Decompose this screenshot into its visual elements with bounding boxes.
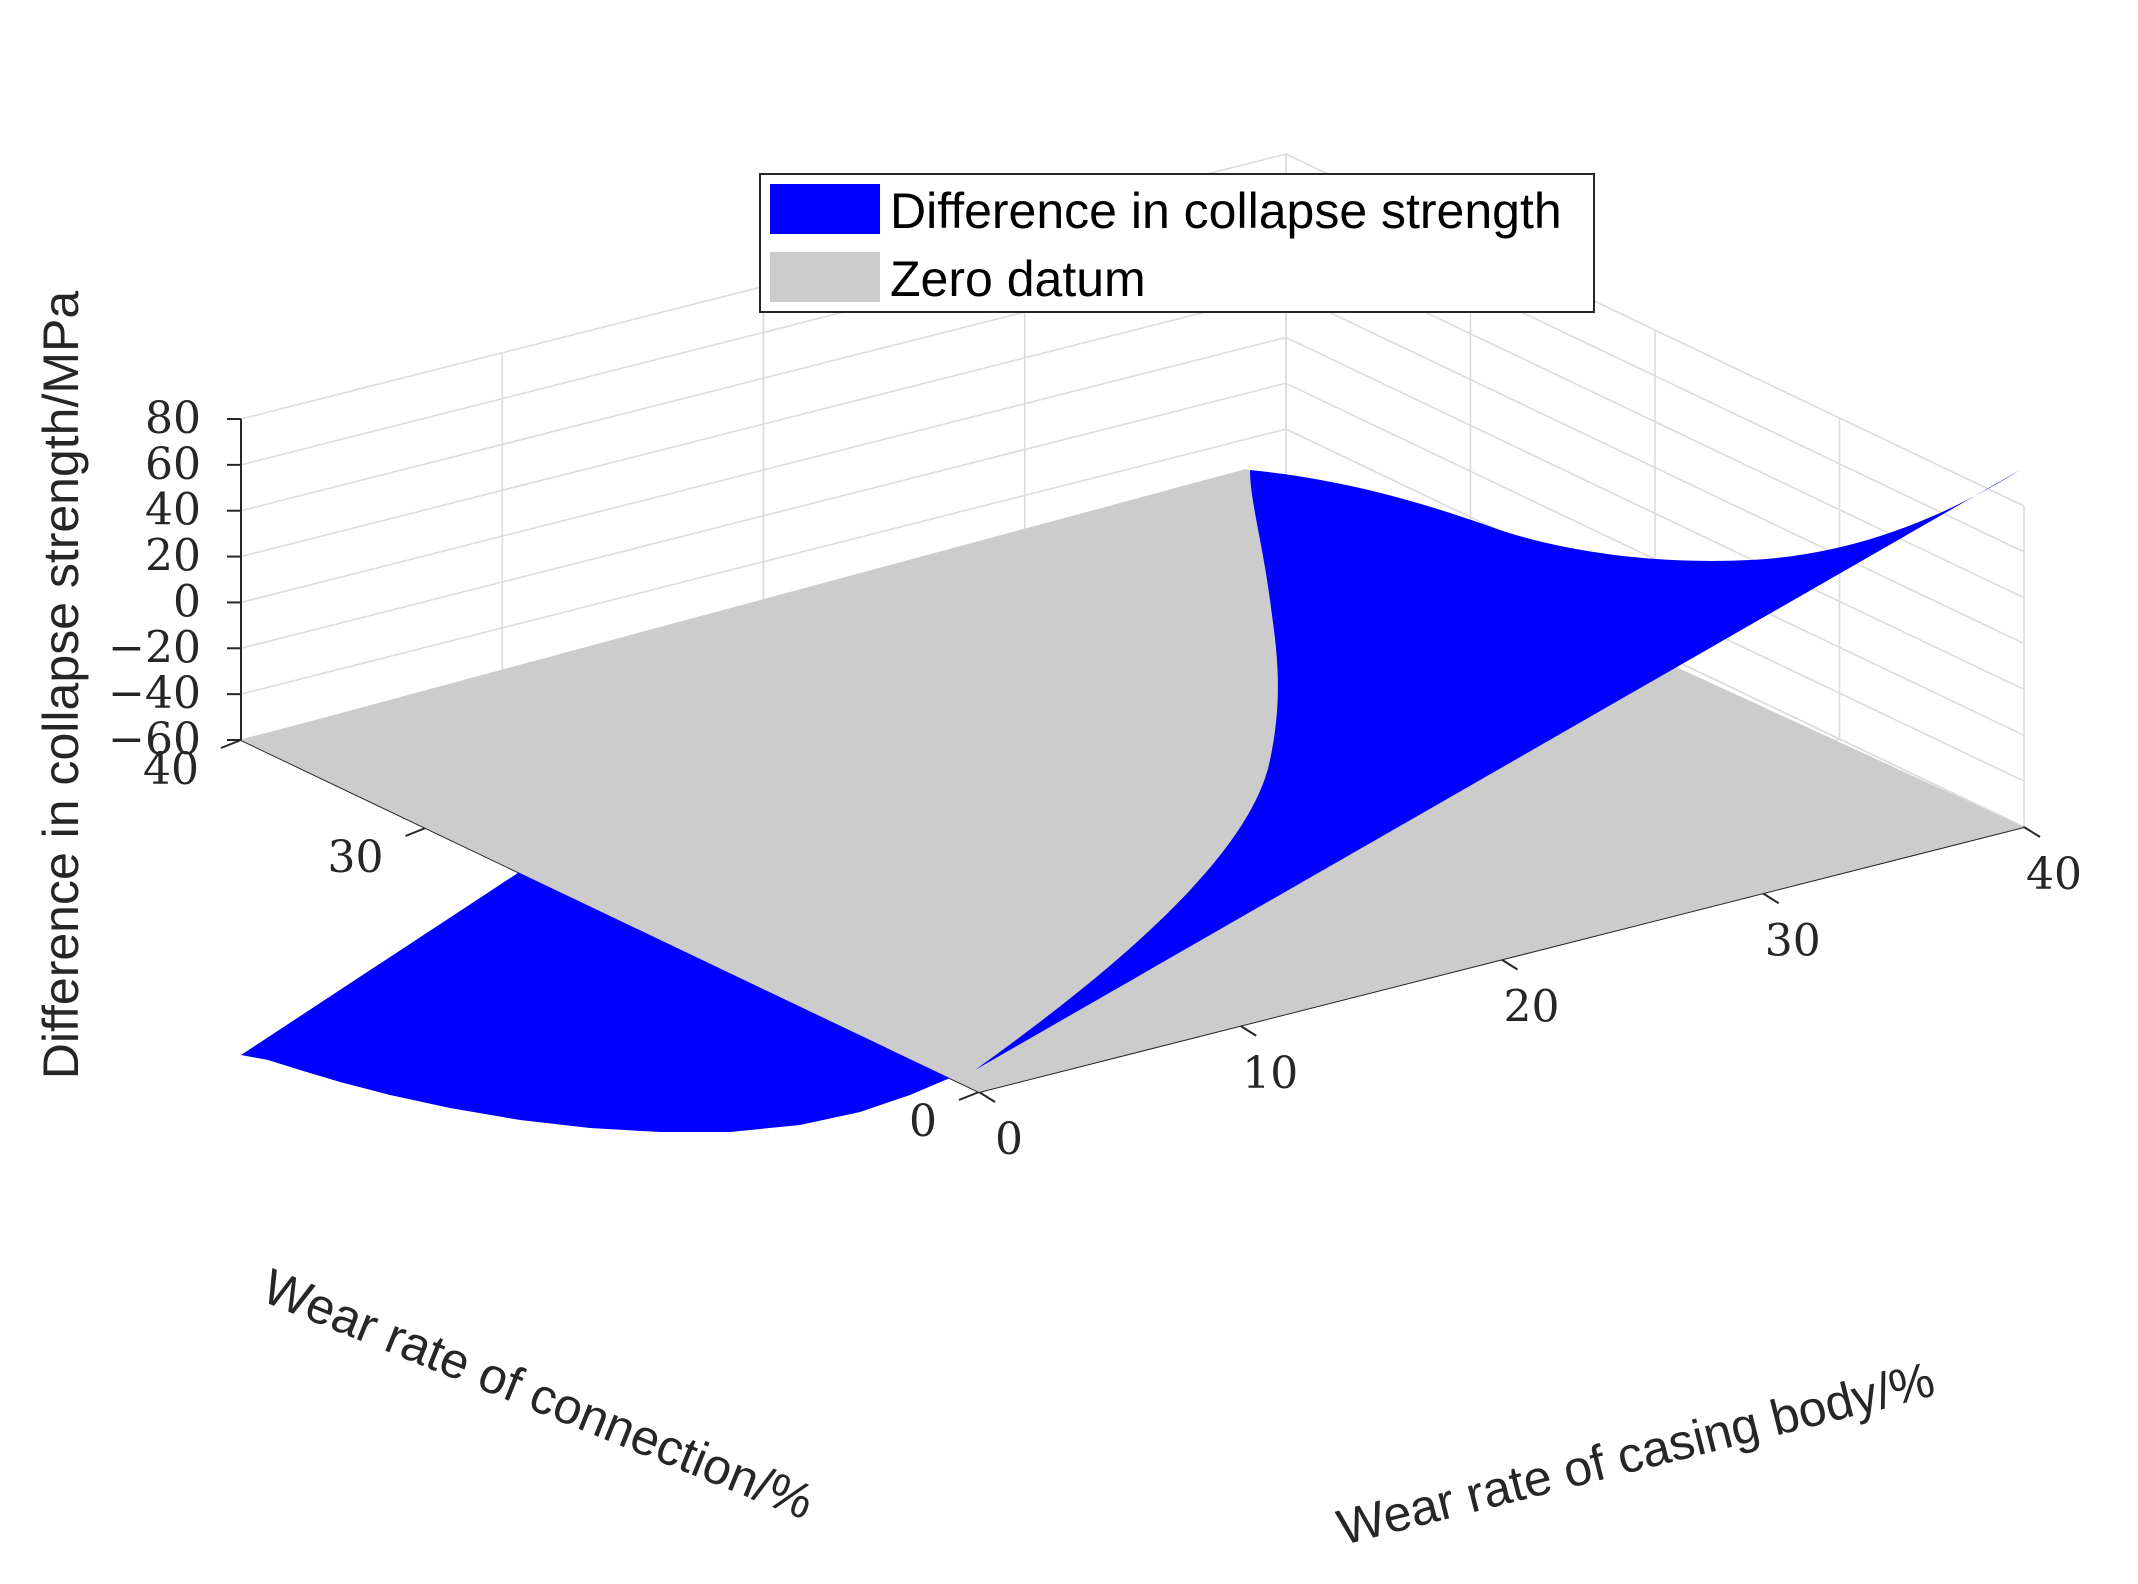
x-tick (1500, 958, 1519, 971)
z-tick-label: −20 (108, 622, 201, 673)
x-tick-label: 10 (1242, 1048, 1298, 1099)
legend: Difference in collapse strength Zero dat… (759, 173, 1595, 313)
z-tick-label: 0 (173, 576, 201, 627)
x-tick (2023, 826, 2041, 838)
x-tick-label: 30 (1765, 915, 1821, 966)
x-tick (1239, 1024, 1257, 1037)
x-tick (978, 1091, 996, 1103)
x-axis-title: Wear rate of casing body/% (1332, 1351, 1940, 1556)
z-tick-label: −60 (108, 714, 201, 765)
legend-label-difference: Difference in collapse strength (890, 183, 1562, 239)
z-tick-label: −40 (108, 668, 201, 719)
y-tick (220, 739, 242, 749)
y-axis-title: Wear rate of connection/% (255, 1258, 821, 1530)
legend-box (759, 173, 1595, 313)
legend-label-zero-datum: Zero datum (890, 251, 1146, 307)
z-tick-label: 40 (145, 485, 201, 536)
x-tick-label: 0 (995, 1114, 1023, 1165)
z-tick-label: 80 (145, 393, 201, 444)
difference-surface-back-patch (975, 470, 2020, 1070)
surface-layer (241, 469, 2024, 1132)
y-tick (958, 1091, 980, 1101)
y-tick-label: 40 (143, 744, 199, 795)
y-tick (405, 827, 426, 837)
legend-swatch-zero-datum (770, 252, 880, 302)
z-axis-title: Difference in collapse strength/MPa (33, 291, 89, 1080)
difference-surface-front-patch (241, 865, 975, 1132)
legend-swatch-difference (770, 184, 880, 234)
x-tick-label: 40 (2026, 849, 2082, 900)
y-tick-label: 30 (328, 832, 384, 883)
z-tick-label: 20 (145, 531, 201, 582)
z-tick-label: 60 (145, 439, 201, 490)
x-tick (1762, 892, 1780, 905)
x-tick-label: 20 (1504, 982, 1560, 1033)
y-tick-label: 0 (909, 1096, 937, 1147)
